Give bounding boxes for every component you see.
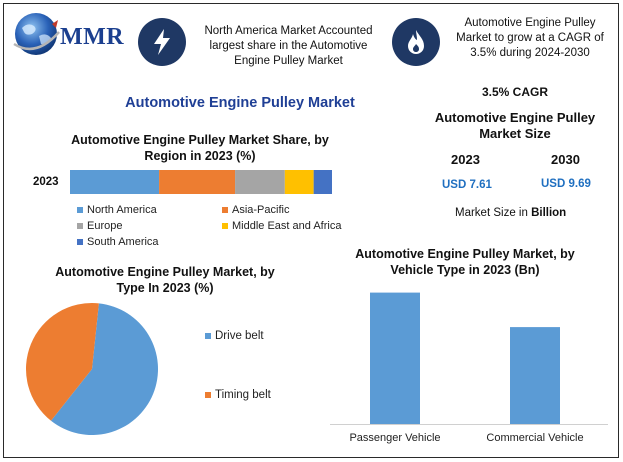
year-2023-label: 2023 (451, 152, 480, 167)
pie-slice-drive-belt (51, 303, 159, 435)
mmr-logo: MMR (12, 10, 127, 60)
region-chart-title: Automotive Engine Pulley Market Share, b… (71, 133, 329, 163)
bar-commercial-vehicle (510, 327, 560, 424)
year-2030-label: 2030 (551, 152, 580, 167)
legend-item-south-america: South America (77, 236, 159, 248)
unit-bold: Billion (531, 207, 567, 219)
info-cagr-text: Automotive Engine Pulley Market to grow … (456, 17, 604, 59)
legend-item-north-america: North America (77, 204, 157, 216)
legend-swatch (77, 223, 83, 229)
legend-label: North America (87, 204, 157, 216)
legend-swatch (77, 207, 83, 213)
bar-segment-middle-east-and-africa (284, 170, 314, 194)
legend-label: Timing belt (215, 389, 271, 401)
lightning-bolt-icon (138, 18, 186, 66)
page-title: Automotive Engine Pulley Market (125, 95, 355, 111)
legend-swatch (222, 207, 228, 213)
market-size-title: Automotive Engine Pulley Market Size (434, 110, 596, 141)
vehicle-chart-title: Automotive Engine Pulley Market, by Vehi… (355, 247, 575, 277)
bar-segment-north-america (70, 170, 160, 194)
legend-swatch (205, 392, 211, 398)
legend-label: Europe (87, 220, 123, 232)
bar-passenger-vehicle (370, 292, 420, 424)
bar-segment-south-america (313, 170, 332, 194)
flame-icon (392, 18, 440, 66)
globe-icon (13, 13, 60, 55)
brand-name: MMR (60, 24, 125, 50)
legend-label: Asia-Pacific (232, 204, 290, 216)
tick-label-commercial-vehicle: Commercial Vehicle (486, 432, 583, 444)
market-size-unit: Market Size in Billion (455, 207, 566, 219)
info-north-america-text: North America Market Accounted largest s… (204, 25, 373, 67)
legend-label: Middle East and Africa (232, 220, 342, 232)
legend-item-asia-pacific: Asia-Pacific (222, 204, 289, 216)
pie-slice-timing-belt (26, 303, 99, 421)
unit-prefix: Market Size in (455, 207, 532, 219)
value-2023: USD 7.61 (442, 179, 492, 191)
region-stacked-bar-chart (70, 170, 332, 194)
bar-segment-europe (235, 170, 285, 194)
bar-segment-asia-pacific (159, 170, 236, 194)
value-2030: USD 9.69 (541, 178, 591, 190)
type-pie-chart (26, 303, 159, 435)
legend-item-europe: Europe (77, 220, 122, 232)
legend-swatch (205, 333, 211, 339)
infographic-frame (3, 3, 619, 458)
legend-item-drive-belt: Drive belt (205, 330, 264, 342)
type-chart-title: Automotive Engine Pulley Market, by Type… (55, 265, 275, 295)
legend-item-middle-east-and-africa: Middle East and Africa (222, 220, 341, 232)
vehicle-bar-chart: Passenger Vehicle Commercial Vehicle (330, 292, 608, 444)
region-category-label: 2023 (33, 176, 59, 188)
cagr-label: 3.5% CAGR (481, 85, 549, 99)
legend-swatch (77, 239, 83, 245)
legend-label: South America (87, 236, 159, 248)
legend-label: Drive belt (215, 330, 264, 342)
legend-item-timing-belt: Timing belt (205, 389, 271, 401)
legend-swatch (222, 223, 228, 229)
tick-label-passenger-vehicle: Passenger Vehicle (349, 432, 440, 444)
